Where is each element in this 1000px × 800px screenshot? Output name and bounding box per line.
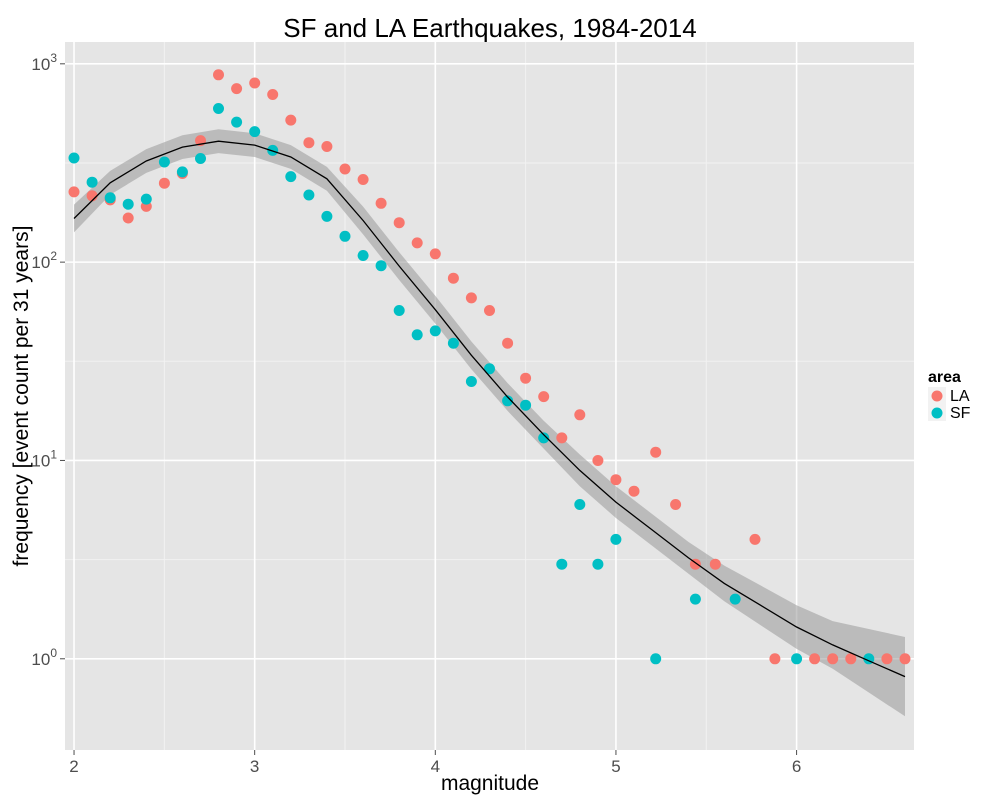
series-sf [68,103,875,665]
data-point-sf [592,558,604,570]
y-tick-label: 100 [31,646,57,669]
x-axis-title: magnitude [441,772,539,795]
data-point-sf [465,376,477,387]
data-point-la [321,141,333,152]
data-point-sf [357,250,369,261]
data-point-sf [140,193,152,205]
data-point-la [249,77,261,89]
smooth-line-layer [73,140,906,678]
data-point-sf [321,210,333,222]
data-point-sf [375,260,387,272]
data-point-la [375,197,387,209]
data-point-la [610,474,622,486]
data-point-la [465,292,477,304]
data-point-sf [650,653,662,665]
data-point-sf [339,230,351,242]
y-tick-label: 102 [31,249,57,272]
data-point-la [827,653,839,665]
data-point-sf [176,166,188,178]
legend-label-la: LA [950,388,970,405]
data-point-sf [158,156,170,168]
data-point-sf [447,337,459,349]
data-point-la [556,432,568,444]
data-point-sf [68,152,80,164]
chart-title: SF and LA Earthquakes, 1984-2014 [283,13,696,43]
data-point-sf [556,558,568,570]
data-point-la [339,163,351,175]
data-point-la [393,217,405,229]
data-point-sf [484,363,495,375]
y-axis-title: frequency [event count per 31 years] [10,226,33,567]
data-point-la [429,248,441,260]
data-point-la [809,653,821,665]
data-point-la [574,409,586,421]
x-tick-label: 5 [611,757,620,776]
data-point-la [447,272,459,284]
x-tick-label: 6 [792,757,801,776]
data-point-sf [729,593,741,605]
data-point-sf [393,305,405,316]
data-point-la [158,177,170,189]
data-point-sf [520,399,532,411]
data-point-la [670,499,682,510]
data-point-sf [231,116,243,128]
data-point-la [411,237,423,249]
data-point-sf [610,533,622,545]
data-point-sf [303,189,315,201]
data-point-sf [502,395,514,407]
legend-key-la [931,390,943,402]
data-point-la [502,337,514,349]
data-point-la [213,69,224,81]
data-point-sf [86,176,98,188]
data-point-sf [285,171,297,183]
legend-key-sf [931,407,943,419]
legend: area LA SF [928,369,971,422]
data-point-sf [689,593,701,605]
data-point-la [845,653,857,665]
legend-title: area [928,369,961,386]
data-point-la [520,372,532,384]
confidence-band-layer [74,129,905,717]
y-tick-label: 101 [31,447,57,470]
data-point-la [484,305,495,316]
data-point-la [628,485,640,497]
smooth-line [73,140,906,678]
x-tick-label: 3 [250,757,259,776]
data-point-sf [429,325,441,337]
data-point-sf [249,126,261,138]
y-tick-label: 103 [31,51,57,74]
data-point-la [769,653,781,665]
data-point-la [68,186,80,198]
data-point-sf [791,653,803,665]
legend-label-sf: SF [950,405,971,422]
data-point-la [538,391,550,403]
data-point-sf [213,103,224,114]
y-axis: 100 101 102 103 [31,51,65,669]
data-point-la [592,455,604,466]
x-tick-label: 2 [69,757,78,776]
x-axis: 2 3 4 5 6 [69,750,801,776]
data-point-la [285,114,297,126]
data-point-la [357,174,369,185]
data-point-la [881,653,893,665]
data-point-la [303,137,315,149]
data-point-la [231,83,243,95]
data-point-la [650,446,662,458]
data-point-la [709,558,721,570]
points-layer [68,69,911,665]
confidence-band [74,129,905,717]
data-point-sf [411,329,423,341]
data-point-sf [195,153,206,164]
data-point-la [267,89,279,100]
data-point-la [899,653,911,665]
data-point-la [86,190,98,202]
data-point-sf [122,198,134,210]
data-point-sf [574,499,586,510]
data-point-sf [538,432,550,444]
x-tick-label: 4 [431,757,440,776]
data-point-la [749,533,761,545]
data-point-la [122,212,134,224]
data-point-sf [104,192,116,204]
